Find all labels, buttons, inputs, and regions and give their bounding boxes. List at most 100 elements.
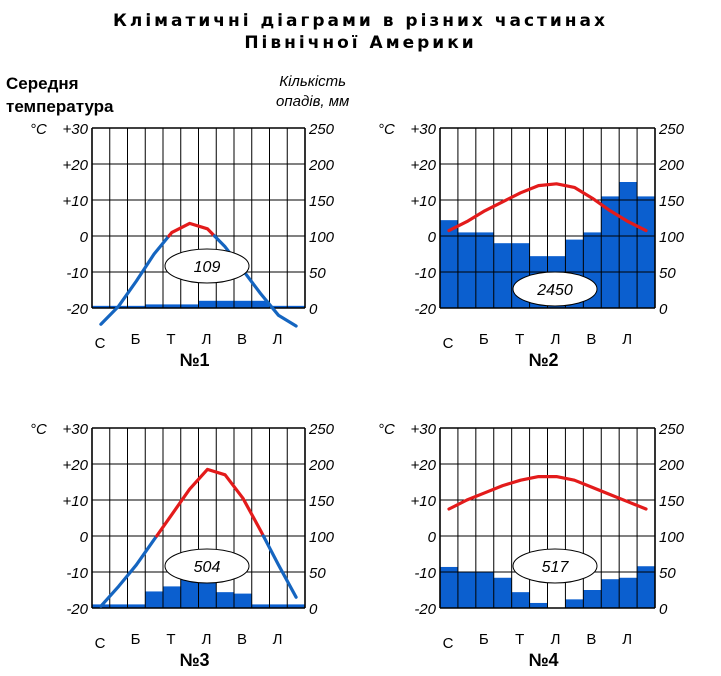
temp-tick-label: -10 [66, 565, 88, 582]
precip-tick-label: 0 [309, 301, 318, 318]
chart-title: №2 [528, 350, 558, 370]
precipitation-caption-line-2: опадів, мм [276, 93, 350, 110]
precip-bar-VI [180, 304, 199, 308]
month-label: Л [202, 331, 212, 348]
precip-bar-II [457, 572, 476, 608]
month-label: С [95, 635, 106, 652]
temp-tick-label: +20 [63, 457, 89, 474]
chart-title: №3 [179, 650, 209, 670]
precip-bar-I [440, 220, 458, 308]
precip-tick-label: 150 [309, 493, 335, 510]
climate-chart-3: -20 0 -10 50 0 100 +10 150 +20 200 +30 250 °C С Б Т Л В Л №… [30, 421, 335, 670]
precip-bar-X [601, 579, 620, 608]
precip-total-value: 517 [542, 559, 570, 576]
precip-bar-III [127, 305, 146, 308]
precip-total-badge [512, 548, 598, 584]
precip-bar-VII [198, 300, 217, 308]
precip-bar-IX [234, 593, 252, 608]
temp-tick-label: +30 [411, 121, 437, 138]
month-label: С [443, 635, 454, 652]
precip-tick-label: 250 [658, 421, 685, 438]
temp-tick-label: +10 [411, 193, 437, 210]
precip-tick-label: 250 [658, 121, 685, 138]
precip-bar-IX [583, 590, 602, 608]
month-label: Б [131, 331, 141, 348]
month-label: Б [131, 631, 141, 648]
temperature-curve-warm [447, 182, 648, 233]
precip-bar-X [601, 196, 620, 308]
month-label: Т [515, 631, 524, 648]
climate-chart-1: -20 0 -10 50 0 100 +10 150 +20 200 +30 250 °C С Б Т Л В Л №… [30, 121, 335, 370]
temp-tick-label: -20 [66, 601, 88, 618]
month-label: С [95, 335, 106, 352]
precip-tick-label: 200 [308, 457, 335, 474]
precip-bar-XII [287, 305, 305, 308]
temperature-curve-cold [99, 534, 159, 608]
month-label: В [237, 631, 247, 648]
precip-bar-I [92, 305, 110, 308]
precip-bar-II [457, 232, 476, 308]
chart-title: №4 [528, 650, 558, 670]
page-title: Кліматичні діаграми в різних частинах Пі… [0, 10, 721, 54]
temperature-caption-line-1: Середня [6, 74, 79, 93]
precip-tick-label: 100 [309, 229, 335, 246]
temp-tick-label: -20 [414, 601, 436, 618]
temp-tick-label: 0 [428, 529, 437, 546]
precip-bar-VII [198, 579, 217, 608]
precip-tick-label: 200 [658, 457, 685, 474]
month-label: Т [166, 331, 175, 348]
precip-total-value: 109 [194, 259, 221, 276]
month-label: Т [166, 631, 175, 648]
climate-chart-4: -20 0 -10 50 0 100 +10 150 +20 200 +30 250 °C С Б Т Л В Л №… [378, 421, 685, 670]
temp-tick-label: -10 [66, 265, 88, 282]
precip-bar-XI [619, 577, 638, 608]
precip-total-badge [164, 548, 250, 584]
precip-tick-label: 0 [309, 601, 318, 618]
precip-bar-III [127, 604, 146, 608]
precip-bar-XII [637, 566, 655, 608]
temperature-curve-cold [212, 234, 298, 328]
month-label: Л [202, 631, 212, 648]
month-label: Л [551, 331, 561, 348]
precipitation-caption-line-1: Кількість [279, 73, 347, 90]
precip-tick-label: 200 [308, 157, 335, 174]
month-label: Л [622, 631, 632, 648]
month-label: Т [515, 331, 524, 348]
precip-tick-label: 200 [658, 157, 685, 174]
temp-tick-label: +20 [411, 157, 437, 174]
month-label: В [586, 331, 596, 348]
temp-tick-label: +30 [63, 121, 89, 138]
title-line-1: Кліматичні діаграми в різних частинах [112, 11, 608, 31]
temp-tick-label: +10 [411, 493, 437, 510]
temp-tick-label: +10 [63, 493, 89, 510]
precip-tick-label: 100 [309, 529, 335, 546]
precip-tick-label: 50 [659, 565, 676, 582]
precip-bar-V [163, 586, 181, 608]
precip-bar-VI [529, 602, 548, 608]
temperature-curve-warm [155, 467, 265, 538]
title-line-2: Північної Америки [244, 33, 477, 53]
month-label: Б [479, 631, 489, 648]
month-label: С [443, 335, 454, 352]
temp-tick-label: 0 [80, 529, 89, 546]
precip-tick-label: 50 [309, 265, 326, 282]
precip-bar-XII [637, 196, 655, 308]
precip-bar-V [511, 592, 530, 608]
temp-tick-label: -10 [414, 565, 436, 582]
chart-title: №1 [179, 350, 209, 370]
precip-tick-label: 150 [659, 193, 685, 210]
temperature-axis-caption: Середня температура [6, 72, 114, 118]
precip-total-value: 504 [194, 559, 221, 576]
temperature-caption-line-2: температура [6, 97, 114, 116]
temp-tick-label: 0 [428, 229, 437, 246]
precip-tick-label: 50 [309, 565, 326, 582]
precipitation-axis-caption: Кількість опадів, мм [276, 72, 349, 112]
precip-bar-XI [269, 604, 288, 608]
precip-bar-II [109, 604, 128, 608]
precip-bar-IX [234, 300, 252, 308]
temp-tick-label: 0 [80, 229, 89, 246]
temp-tick-label: -20 [414, 301, 436, 318]
temperature-curve-warm [167, 221, 217, 238]
month-label: Л [273, 331, 283, 348]
temp-unit-label: °C [30, 121, 47, 138]
